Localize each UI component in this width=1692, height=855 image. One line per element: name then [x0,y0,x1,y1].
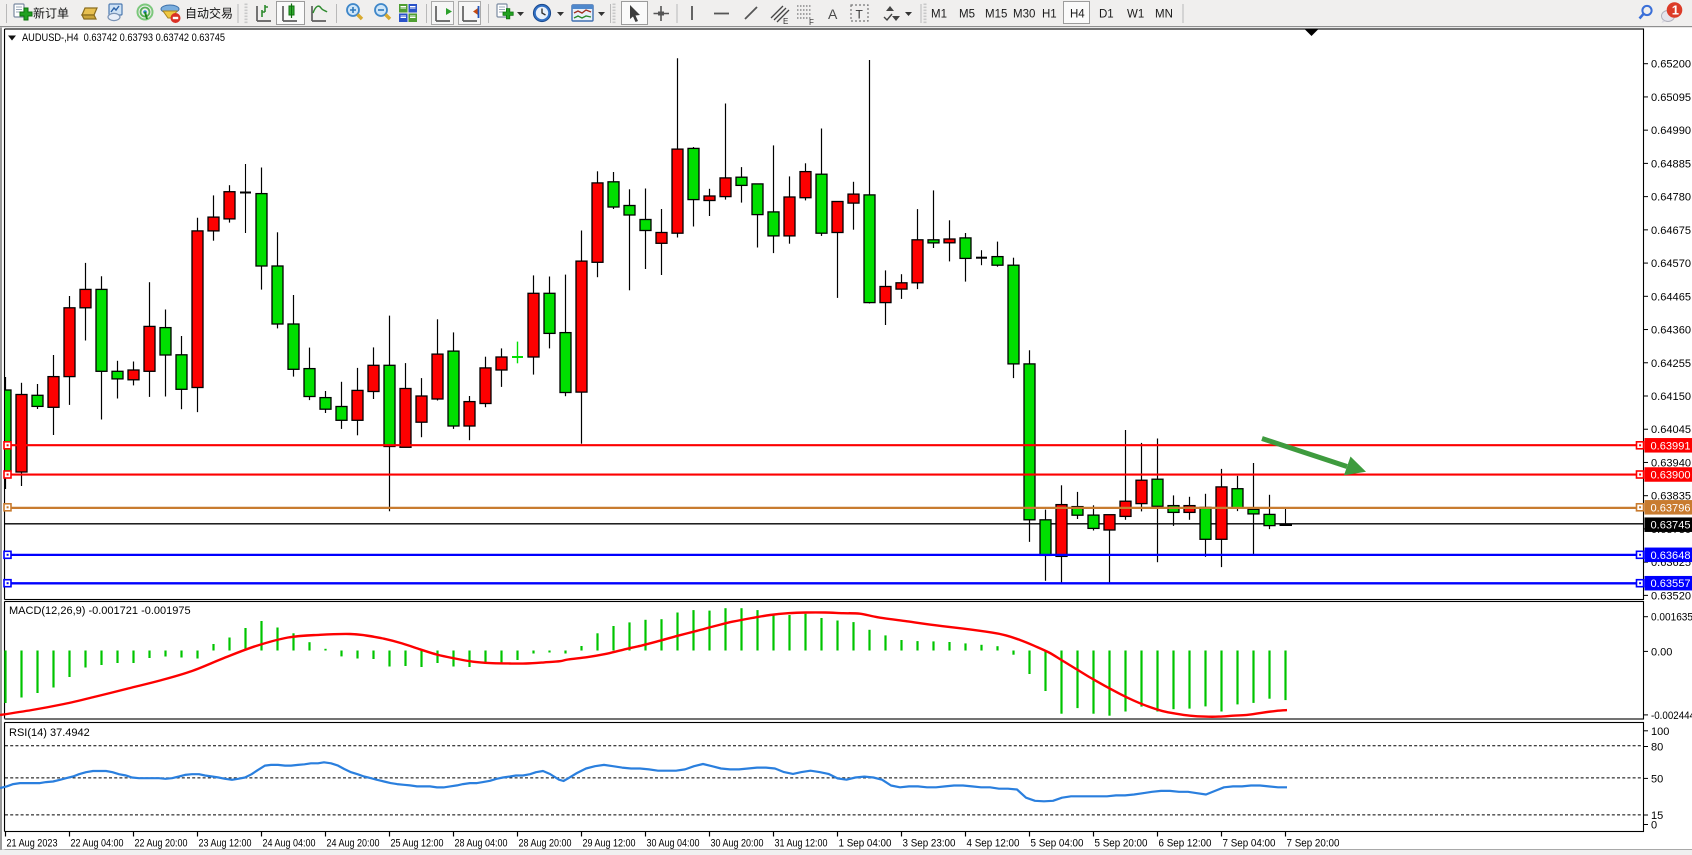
svg-text:50: 50 [1651,773,1663,785]
svg-text:0.64675: 0.64675 [1651,225,1691,237]
svg-text:H4: H4 [1070,9,1085,21]
svg-text:6 Sep 12:00: 6 Sep 12:00 [1159,838,1212,850]
svg-text:7 Sep 20:00: 7 Sep 20:00 [1287,838,1340,850]
svg-text:28 Aug 20:00: 28 Aug 20:00 [519,838,572,850]
svg-text:T: T [856,8,864,22]
svg-text:0.63796: 0.63796 [1651,502,1691,514]
svg-text:0: 0 [1651,820,1657,832]
svg-text:0.63900: 0.63900 [1651,470,1691,482]
svg-text:22 Aug 04:00: 22 Aug 04:00 [71,838,124,850]
svg-text:0.64150: 0.64150 [1651,391,1691,403]
svg-text:0.64255: 0.64255 [1651,358,1691,370]
svg-text:E: E [783,17,788,26]
svg-text:0.65200: 0.65200 [1651,59,1691,71]
svg-text:新订单: 新订单 [33,6,69,21]
svg-text:0.00: 0.00 [1651,646,1672,658]
svg-text:29 Aug 12:00: 29 Aug 12:00 [583,838,636,850]
svg-text:1 Sep 04:00: 1 Sep 04:00 [839,838,892,850]
svg-text:M5: M5 [959,9,975,21]
svg-text:自动交易: 自动交易 [185,6,233,21]
svg-text:3 Sep 23:00: 3 Sep 23:00 [903,838,956,850]
svg-text:0.63835: 0.63835 [1651,491,1691,503]
svg-text:M30: M30 [1013,9,1035,21]
svg-text:100: 100 [1651,726,1669,738]
svg-text:0.63557: 0.63557 [1651,578,1691,590]
svg-text:0.63648: 0.63648 [1651,550,1691,562]
svg-text:21 Aug 2023: 21 Aug 2023 [7,838,58,850]
svg-text:MN: MN [1155,9,1173,21]
svg-text:31 Aug 12:00: 31 Aug 12:00 [775,838,828,850]
svg-text:0.65095: 0.65095 [1651,92,1691,104]
svg-text:0.64990: 0.64990 [1651,125,1691,137]
svg-text:5 Sep 04:00: 5 Sep 04:00 [1031,838,1084,850]
svg-text:AUDUSD-,H4 0.63742 0.63793 0.: AUDUSD-,H4 0.63742 0.63793 0.63742 0.637… [22,32,225,44]
svg-text:0.63745: 0.63745 [1651,520,1691,532]
svg-text:-0.002444: -0.002444 [1651,710,1692,722]
svg-text:0.64465: 0.64465 [1651,291,1691,303]
svg-text:15: 15 [1651,810,1663,822]
svg-text:0.64570: 0.64570 [1651,258,1691,270]
svg-text:0.63520: 0.63520 [1651,590,1691,602]
svg-text:MACD(12,26,9) -0.001721 -0.001: MACD(12,26,9) -0.001721 -0.001975 [9,605,191,617]
svg-text:30 Aug 20:00: 30 Aug 20:00 [711,838,764,850]
svg-text:M15: M15 [985,9,1007,21]
svg-text:H1: H1 [1042,9,1057,21]
svg-text:0.64360: 0.64360 [1651,325,1691,337]
svg-text:5 Sep 20:00: 5 Sep 20:00 [1095,838,1148,850]
svg-text:0.64780: 0.64780 [1651,192,1691,204]
svg-text:0.001635: 0.001635 [1651,612,1692,624]
svg-text:F: F [809,18,814,27]
svg-text:22 Aug 20:00: 22 Aug 20:00 [135,838,188,850]
svg-text:30 Aug 04:00: 30 Aug 04:00 [647,838,700,850]
svg-text:D1: D1 [1099,9,1114,21]
svg-text:M1: M1 [931,9,947,21]
svg-text:0.64045: 0.64045 [1651,424,1691,436]
svg-text:0.63940: 0.63940 [1651,457,1691,469]
svg-text:0.63991: 0.63991 [1651,440,1691,452]
svg-text:A: A [828,6,838,22]
svg-text:7 Sep 04:00: 7 Sep 04:00 [1223,838,1276,850]
svg-text:23 Aug 12:00: 23 Aug 12:00 [199,838,252,850]
svg-text:W1: W1 [1127,9,1144,21]
svg-text:25 Aug 12:00: 25 Aug 12:00 [391,838,444,850]
svg-text:24 Aug 04:00: 24 Aug 04:00 [263,838,316,850]
svg-text:0.64885: 0.64885 [1651,158,1691,170]
svg-text:RSI(14) 37.4942: RSI(14) 37.4942 [9,727,90,739]
svg-text:24 Aug 20:00: 24 Aug 20:00 [327,838,380,850]
svg-text:80: 80 [1651,742,1663,754]
svg-text:1: 1 [1672,3,1679,18]
svg-text:4 Sep 12:00: 4 Sep 12:00 [967,838,1020,850]
svg-text:28 Aug 04:00: 28 Aug 04:00 [455,838,508,850]
